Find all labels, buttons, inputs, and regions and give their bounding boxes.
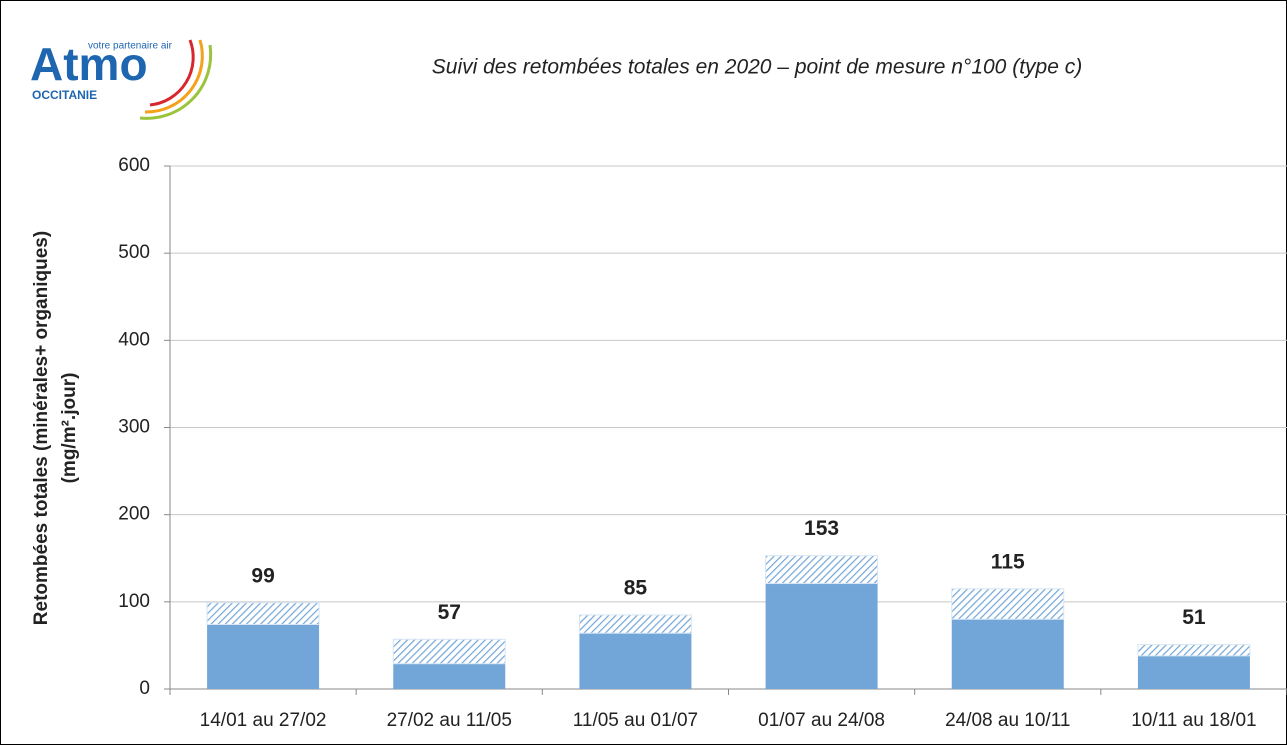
y-tick-label: 300	[118, 417, 150, 438]
bar-segment	[579, 633, 692, 689]
logo-region: OCCITANIE	[32, 88, 97, 102]
total-label: 153	[804, 517, 839, 540]
bar-segment	[765, 555, 879, 585]
bar-segment	[951, 588, 1065, 620]
total-label: 85	[624, 576, 648, 599]
x-tick-label: 11/05 au 01/07	[573, 710, 698, 731]
logo-tagline: votre partenaire air	[88, 41, 173, 52]
x-tick-label: 14/01 au 27/02	[200, 710, 327, 731]
x-tick-label: 10/11 au 18/01	[1131, 710, 1256, 731]
y-tick-label: 600	[118, 155, 150, 176]
y-tick-label: 400	[118, 329, 150, 350]
y-axis-label: Retombées totales (minérales+ organiques…	[31, 231, 52, 625]
bar-segment	[207, 624, 320, 689]
bar-segment	[392, 638, 506, 665]
y-tick-label: 200	[118, 504, 150, 525]
total-label: 57	[438, 601, 461, 624]
y-axis-label: (mg/m².jour)	[59, 373, 80, 484]
bar-segment	[951, 619, 1064, 689]
bar-segment	[393, 663, 506, 689]
total-label: 115	[991, 550, 1025, 573]
x-tick-label: 01/07 au 24/08	[758, 710, 885, 731]
chart-title: Suivi des retombées totales en 2020 – po…	[432, 56, 1082, 79]
y-tick-label: 500	[118, 242, 150, 263]
x-tick-label: 24/08 au 10/11	[945, 710, 1070, 731]
total-label: 99	[251, 564, 274, 587]
y-tick-label: 100	[118, 591, 150, 612]
x-tick-label: 27/02 au 11/05	[387, 710, 512, 731]
total-label: 51	[1182, 606, 1206, 629]
logo: Atmo votre partenaire air OCCITANIE	[30, 38, 213, 120]
y-tick-label: 0	[139, 678, 150, 699]
logo-brand: Atmo	[30, 38, 148, 90]
bar-segment	[1137, 644, 1251, 657]
bar-segment	[206, 602, 320, 625]
bar-segment	[578, 614, 692, 634]
bar-segment	[765, 583, 878, 689]
bar-segment	[1137, 655, 1250, 689]
